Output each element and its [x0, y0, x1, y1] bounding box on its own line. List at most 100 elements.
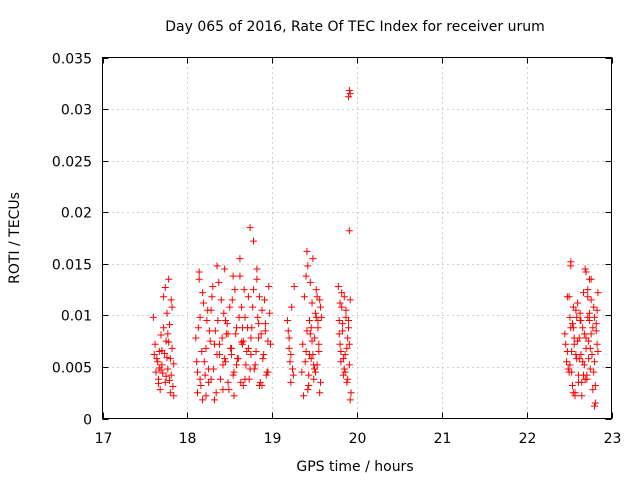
data-point: [574, 378, 582, 386]
data-point: [258, 381, 266, 389]
data-point: [250, 286, 258, 294]
data-point: [317, 378, 325, 386]
data-point: [225, 386, 233, 394]
data-point: [247, 334, 255, 342]
data-point: [314, 317, 322, 325]
data-point: [588, 351, 596, 359]
data-point: [584, 293, 592, 301]
data-point: [309, 255, 317, 263]
data-point: [259, 355, 267, 363]
data-point: [224, 378, 232, 386]
data-point: [587, 330, 595, 338]
data-point: [311, 365, 319, 373]
data-point: [306, 330, 314, 338]
data-point: [290, 282, 298, 290]
data-point: [339, 371, 347, 379]
data-point: [160, 324, 168, 332]
data-point: [567, 262, 575, 270]
data-point: [221, 355, 229, 363]
data-point: [212, 389, 220, 397]
data-point: [310, 361, 318, 369]
data-point: [584, 313, 592, 321]
data-point: [155, 364, 163, 372]
data-point: [569, 303, 577, 311]
data-point: [215, 278, 223, 286]
data-point: [302, 272, 310, 280]
data-point: [289, 365, 297, 373]
data-point: [334, 282, 342, 290]
data-point: [226, 303, 234, 311]
data-point: [239, 337, 247, 345]
data-point: [288, 303, 296, 311]
data-point: [238, 303, 246, 311]
data-point: [284, 327, 292, 335]
data-point: [254, 313, 262, 321]
data-point: [592, 327, 600, 335]
data-point: [308, 299, 316, 307]
chart-title: Day 065 of 2016, Rate Of TEC Index for r…: [165, 19, 545, 35]
data-point: [213, 351, 221, 359]
data-point: [307, 324, 315, 332]
data-point: [591, 358, 599, 366]
data-point: [345, 361, 353, 369]
data-point: [575, 355, 583, 363]
data-point: [230, 368, 238, 376]
data-point: [202, 392, 210, 400]
x-axis-label: GPS time / hours: [296, 459, 413, 475]
data-point: [298, 368, 306, 376]
data-point: [163, 354, 171, 362]
data-point: [199, 299, 207, 307]
data-point: [261, 327, 269, 335]
data-point: [166, 376, 174, 384]
data-point: [264, 368, 272, 376]
data-point: [241, 375, 249, 383]
data-point: [304, 262, 312, 270]
data-point: [585, 317, 593, 325]
data-point: [151, 340, 159, 348]
data-point: [237, 378, 245, 386]
data-point: [594, 347, 602, 355]
data-point: [582, 334, 590, 342]
data-point: [311, 368, 319, 376]
data-point: [197, 381, 205, 389]
data-point: [216, 340, 224, 348]
data-point: [581, 265, 589, 273]
y-tick-label: 0.015: [52, 258, 92, 274]
data-point: [219, 386, 227, 394]
data-point: [205, 378, 213, 386]
data-point: [230, 392, 238, 400]
data-point: [165, 275, 173, 283]
data-point: [580, 361, 588, 369]
data-point: [149, 313, 157, 321]
data-point: [589, 324, 597, 332]
data-point: [579, 324, 587, 332]
data-point: [590, 303, 598, 311]
data-point: [258, 306, 266, 314]
data-point: [345, 317, 353, 325]
data-point: [227, 344, 235, 352]
data-point: [211, 327, 219, 335]
data-point: [195, 268, 203, 276]
data-point: [308, 337, 316, 345]
x-tick-label: 20: [349, 431, 367, 447]
data-point: [246, 224, 254, 232]
data-point: [568, 368, 576, 376]
data-point: [337, 347, 345, 355]
data-point: [564, 365, 572, 373]
data-point: [213, 262, 221, 270]
data-point: [158, 346, 166, 354]
data-point: [566, 313, 574, 321]
data-point: [233, 361, 241, 369]
data-point: [302, 347, 310, 355]
data-point: [304, 386, 312, 394]
data-point: [312, 313, 320, 321]
data-point: [311, 309, 319, 317]
data-point: [205, 327, 213, 335]
data-point: [168, 344, 176, 352]
data-point: [217, 296, 225, 304]
y-tick-label: 0: [83, 413, 92, 429]
data-point: [312, 286, 320, 294]
data-point: [235, 313, 243, 321]
data-point: [193, 358, 201, 366]
data-point: [229, 272, 237, 280]
